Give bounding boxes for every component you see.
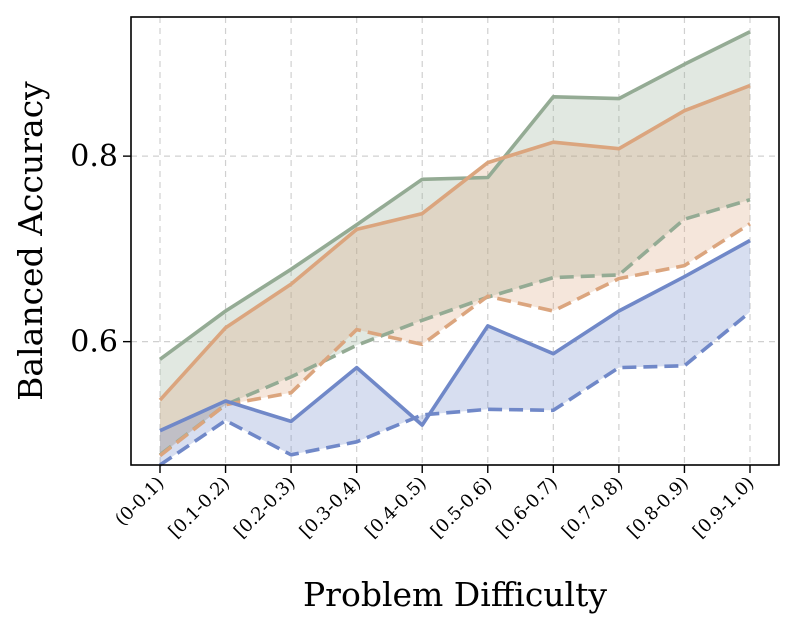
- series-line-orange-solid: [158, 83, 751, 402]
- series-line-green-dashed: [158, 197, 751, 457]
- series-lines: [158, 30, 752, 467]
- y-axis-label: Balanced Accuracy: [11, 81, 50, 401]
- orange-band: [160, 85, 750, 456]
- y-axis-ticks: 0.6 0.8: [70, 139, 131, 360]
- series-line-orange-dashed: [158, 222, 751, 458]
- y-tick-label: 0.6: [70, 325, 118, 360]
- series-line-green-solid: [158, 30, 751, 361]
- x-axis-label: Problem Difficulty: [303, 575, 607, 614]
- y-tick-label: 0.8: [70, 139, 118, 174]
- series-line-blue-dashed: [158, 310, 752, 467]
- series-line-blue-solid: [159, 238, 751, 433]
- green-band: [160, 31, 750, 455]
- plot-frame: [130, 16, 780, 466]
